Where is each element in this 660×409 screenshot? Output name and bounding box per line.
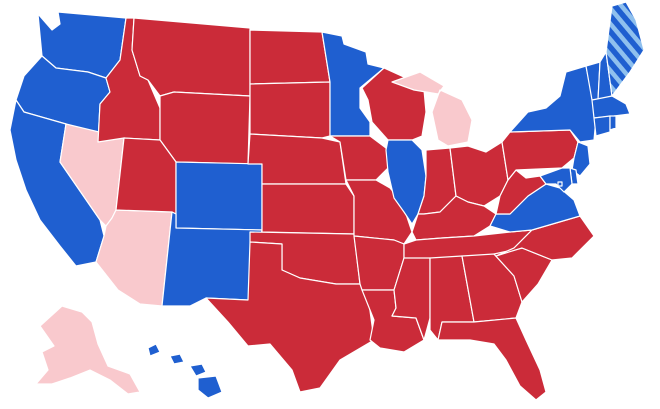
state-hawaii[interactable] [147, 343, 223, 399]
state-new-jersey[interactable] [571, 141, 591, 177]
state-maine[interactable] [605, 1, 645, 97]
state-north-carolina[interactable] [495, 215, 595, 261]
state-dc[interactable] [557, 181, 563, 187]
state-connecticut[interactable] [593, 115, 611, 137]
state-texas[interactable] [205, 241, 375, 393]
state-kansas[interactable] [261, 183, 355, 235]
state-iowa[interactable] [329, 135, 391, 181]
state-florida[interactable] [437, 317, 547, 401]
state-illinois[interactable] [385, 139, 427, 225]
state-michigan[interactable] [391, 71, 473, 147]
state-arizona[interactable] [95, 209, 173, 307]
state-wyoming[interactable] [159, 91, 251, 165]
state-nebraska[interactable] [247, 133, 347, 185]
state-colorado[interactable] [175, 161, 263, 231]
state-rhode-island[interactable] [609, 115, 617, 131]
state-new-york[interactable] [509, 65, 597, 143]
state-utah[interactable] [115, 137, 177, 215]
state-massachusetts[interactable] [591, 95, 631, 119]
state-alaska[interactable] [35, 305, 141, 395]
state-south-dakota[interactable] [249, 81, 331, 139]
state-maryland[interactable] [539, 167, 573, 193]
state-north-dakota[interactable] [249, 29, 331, 85]
